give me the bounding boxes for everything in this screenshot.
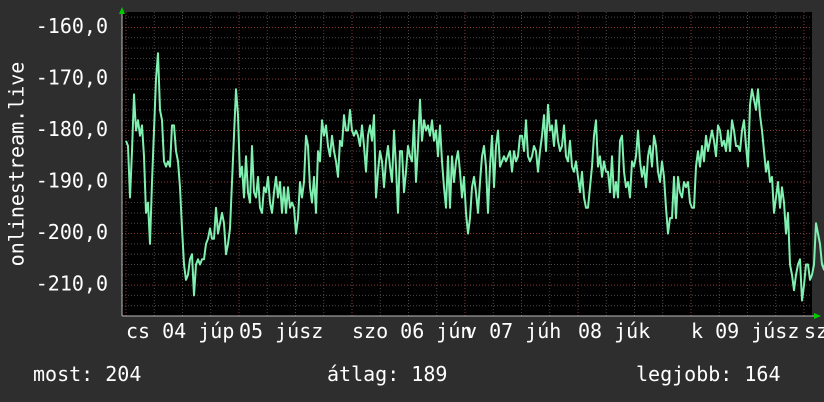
plot-area xyxy=(122,12,812,316)
stat-average: átlag: 189 xyxy=(327,362,448,386)
series-group xyxy=(125,52,824,302)
x-axis-arrow-icon xyxy=(814,313,821,319)
y-axis-arrow-icon xyxy=(119,7,125,14)
x-tick-label: v 07 júh xyxy=(465,319,561,343)
series-line xyxy=(125,52,824,302)
y-tick-label: -200,0 xyxy=(36,220,108,244)
y-tick-label: -160,0 xyxy=(36,14,108,38)
x-tick-label: cs 04 júp xyxy=(126,319,234,343)
y-tick-labels: -160,0 -170,0 -180,0 -190,0 -200,0 -210,0 xyxy=(36,14,108,296)
x-tick-label: 08 júk xyxy=(578,319,650,343)
x-tick-label: 05 júsz xyxy=(239,319,323,343)
y-tick-label: -180,0 xyxy=(36,117,108,141)
x-tick-label: sze 10 jún xyxy=(804,319,824,343)
stat-best: legjobb: 164 xyxy=(636,362,781,386)
x-tick-label: szo 06 jún xyxy=(352,319,472,343)
y-axis-title: onlinestream.live xyxy=(5,62,29,267)
major-grid xyxy=(122,12,812,316)
axes xyxy=(119,7,821,319)
y-tick-label: -170,0 xyxy=(36,65,108,89)
y-tick-label: -210,0 xyxy=(36,272,108,296)
x-tick-label: k 09 júsz xyxy=(691,319,799,343)
y-tick-label: -190,0 xyxy=(36,169,108,193)
stat-current: most: 204 xyxy=(33,362,142,386)
